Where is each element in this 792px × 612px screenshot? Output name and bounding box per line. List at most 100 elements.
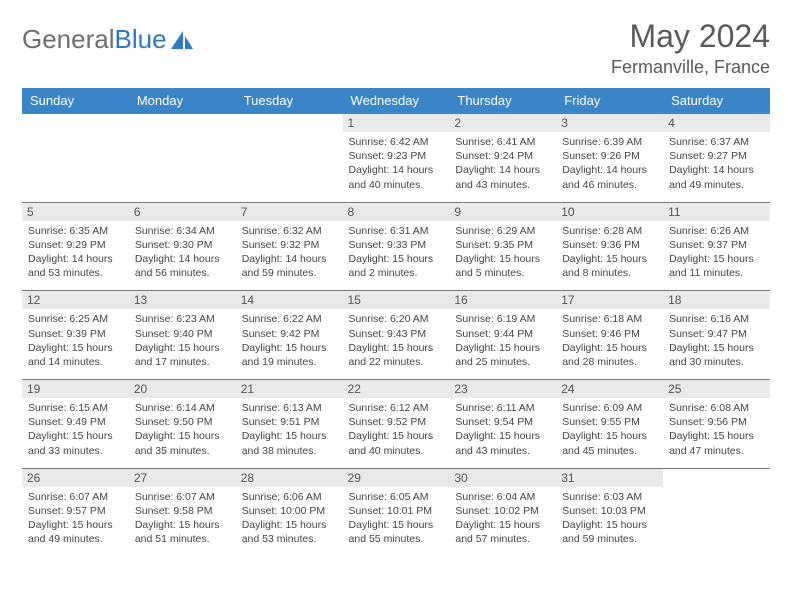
calendar-cell: 28 Sunrise: 6:06 AMSunset: 10:00 PMDaylig… bbox=[236, 468, 343, 556]
day-number: 26 bbox=[22, 469, 129, 487]
day-number: 16 bbox=[449, 291, 556, 309]
calendar-cell: 18 Sunrise: 6:16 AMSunset: 9:47 PMDayligh… bbox=[663, 291, 770, 380]
calendar-cell: 10 Sunrise: 6:28 AMSunset: 9:36 PMDayligh… bbox=[556, 202, 663, 291]
calendar-cell: 19Sunrise: 6:15 AMSunset: 9:49 PMDayligh… bbox=[22, 380, 129, 469]
day-info: Sunrise: 6:25 AMSunset: 9:39 PMDaylight:… bbox=[28, 312, 123, 369]
location: Fermanville, France bbox=[611, 57, 770, 78]
day-number: 8 bbox=[343, 203, 450, 221]
day-number: 25 bbox=[663, 380, 770, 398]
day-number: 29 bbox=[343, 469, 450, 487]
calendar-cell: 3 Sunrise: 6:39 AMSunset: 9:26 PMDaylight… bbox=[556, 114, 663, 203]
calendar-table: SundayMondayTuesdayWednesdayThursdayFrid… bbox=[22, 88, 770, 556]
day-number: 17 bbox=[556, 291, 663, 309]
day-info: Sunrise: 6:07 AMSunset: 9:57 PMDaylight:… bbox=[28, 490, 123, 547]
day-number: 28 bbox=[236, 469, 343, 487]
day-info: Sunrise: 6:20 AMSunset: 9:43 PMDaylight:… bbox=[349, 312, 444, 369]
calendar-cell: 30Sunrise: 6:04 AMSunset: 10:02 PMDaylig… bbox=[449, 468, 556, 556]
calendar-row: 1 Sunrise: 6:42 AMSunset: 9:23 PMDaylight… bbox=[22, 114, 770, 203]
day-number: 2 bbox=[449, 114, 556, 132]
calendar-cell: 11 Sunrise: 6:26 AMSunset: 9:37 PMDayligh… bbox=[663, 202, 770, 291]
calendar-cell: 24 Sunrise: 6:09 AMSunset: 9:55 PMDayligh… bbox=[556, 380, 663, 469]
day-header: Wednesday bbox=[343, 88, 450, 114]
day-info: Sunrise: 6:23 AMSunset: 9:40 PMDaylight:… bbox=[135, 312, 230, 369]
sail-icon bbox=[169, 29, 195, 51]
day-header: Tuesday bbox=[236, 88, 343, 114]
calendar-cell: 21 Sunrise: 6:13 AMSunset: 9:51 PMDayligh… bbox=[236, 380, 343, 469]
calendar-cell bbox=[22, 114, 129, 203]
day-info: Sunrise: 6:32 AMSunset: 9:32 PMDaylight:… bbox=[242, 224, 337, 281]
day-number: 24 bbox=[556, 380, 663, 398]
day-header: Monday bbox=[129, 88, 236, 114]
day-number: 23 bbox=[449, 380, 556, 398]
day-number: 10 bbox=[556, 203, 663, 221]
calendar-cell: 20 Sunrise: 6:14 AMSunset: 9:50 PMDayligh… bbox=[129, 380, 236, 469]
calendar-cell: 29 Sunrise: 6:05 AMSunset: 10:01 PMDaylig… bbox=[343, 468, 450, 556]
day-number: 1 bbox=[343, 114, 450, 132]
day-header: Saturday bbox=[663, 88, 770, 114]
day-header-row: SundayMondayTuesdayWednesdayThursdayFrid… bbox=[22, 88, 770, 114]
day-info: Sunrise: 6:06 AMSunset: 10:00 PMDaylight… bbox=[242, 490, 337, 547]
day-header: Thursday bbox=[449, 88, 556, 114]
day-number: 9 bbox=[449, 203, 556, 221]
day-number: 20 bbox=[129, 380, 236, 398]
calendar-cell: 5Sunrise: 6:35 AMSunset: 9:29 PMDaylight… bbox=[22, 202, 129, 291]
day-number: 31 bbox=[556, 469, 663, 487]
day-info: Sunrise: 6:18 AMSunset: 9:46 PMDaylight:… bbox=[562, 312, 657, 369]
month-title: May 2024 bbox=[611, 18, 770, 55]
day-header: Friday bbox=[556, 88, 663, 114]
day-info: Sunrise: 6:22 AMSunset: 9:42 PMDaylight:… bbox=[242, 312, 337, 369]
day-info: Sunrise: 6:08 AMSunset: 9:56 PMDaylight:… bbox=[669, 401, 764, 458]
brand-logo: GeneralBlue bbox=[22, 24, 195, 55]
day-info: Sunrise: 6:07 AMSunset: 9:58 PMDaylight:… bbox=[135, 490, 230, 547]
calendar-row: 12 Sunrise: 6:25 AMSunset: 9:39 PMDayligh… bbox=[22, 291, 770, 380]
day-number: 30 bbox=[449, 469, 556, 487]
day-info: Sunrise: 6:37 AMSunset: 9:27 PMDaylight:… bbox=[669, 135, 764, 192]
day-info: Sunrise: 6:13 AMSunset: 9:51 PMDaylight:… bbox=[242, 401, 337, 458]
day-info: Sunrise: 6:14 AMSunset: 9:50 PMDaylight:… bbox=[135, 401, 230, 458]
day-info: Sunrise: 6:19 AMSunset: 9:44 PMDaylight:… bbox=[455, 312, 550, 369]
calendar-cell: 2 Sunrise: 6:41 AMSunset: 9:24 PMDaylight… bbox=[449, 114, 556, 203]
title-block: May 2024 Fermanville, France bbox=[611, 18, 770, 78]
day-info: Sunrise: 6:28 AMSunset: 9:36 PMDaylight:… bbox=[562, 224, 657, 281]
day-info: Sunrise: 6:34 AMSunset: 9:30 PMDaylight:… bbox=[135, 224, 230, 281]
header: GeneralBlue May 2024 Fermanville, France bbox=[22, 18, 770, 78]
day-info: Sunrise: 6:26 AMSunset: 9:37 PMDaylight:… bbox=[669, 224, 764, 281]
calendar-cell: 22Sunrise: 6:12 AMSunset: 9:52 PMDayligh… bbox=[343, 380, 450, 469]
day-number: 19 bbox=[22, 380, 129, 398]
day-number: 12 bbox=[22, 291, 129, 309]
day-number: 11 bbox=[663, 203, 770, 221]
day-info: Sunrise: 6:03 AMSunset: 10:03 PMDaylight… bbox=[562, 490, 657, 547]
calendar-cell bbox=[129, 114, 236, 203]
day-info: Sunrise: 6:39 AMSunset: 9:26 PMDaylight:… bbox=[562, 135, 657, 192]
calendar-cell: 16 Sunrise: 6:19 AMSunset: 9:44 PMDayligh… bbox=[449, 291, 556, 380]
day-number: 15 bbox=[343, 291, 450, 309]
day-number: 22 bbox=[343, 380, 450, 398]
calendar-cell: 31 Sunrise: 6:03 AMSunset: 10:03 PMDaylig… bbox=[556, 468, 663, 556]
calendar-cell: 15 Sunrise: 6:20 AMSunset: 9:43 PMDayligh… bbox=[343, 291, 450, 380]
day-number: 21 bbox=[236, 380, 343, 398]
day-info: Sunrise: 6:41 AMSunset: 9:24 PMDaylight:… bbox=[455, 135, 550, 192]
day-number: 18 bbox=[663, 291, 770, 309]
day-info: Sunrise: 6:16 AMSunset: 9:47 PMDaylight:… bbox=[669, 312, 764, 369]
calendar-cell: 6Sunrise: 6:34 AMSunset: 9:30 PMDaylight… bbox=[129, 202, 236, 291]
calendar-cell bbox=[236, 114, 343, 203]
calendar-cell: 23Sunrise: 6:11 AMSunset: 9:54 PMDayligh… bbox=[449, 380, 556, 469]
day-header: Sunday bbox=[22, 88, 129, 114]
day-info: Sunrise: 6:31 AMSunset: 9:33 PMDaylight:… bbox=[349, 224, 444, 281]
day-number: 4 bbox=[663, 114, 770, 132]
day-info: Sunrise: 6:05 AMSunset: 10:01 PMDaylight… bbox=[349, 490, 444, 547]
day-info: Sunrise: 6:09 AMSunset: 9:55 PMDaylight:… bbox=[562, 401, 657, 458]
calendar-cell: 13 Sunrise: 6:23 AMSunset: 9:40 PMDayligh… bbox=[129, 291, 236, 380]
calendar-cell: 8 Sunrise: 6:31 AMSunset: 9:33 PMDaylight… bbox=[343, 202, 450, 291]
calendar-row: 26 Sunrise: 6:07 AMSunset: 9:57 PMDayligh… bbox=[22, 468, 770, 556]
day-number: 5 bbox=[22, 203, 129, 221]
calendar-cell bbox=[663, 468, 770, 556]
day-info: Sunrise: 6:29 AMSunset: 9:35 PMDaylight:… bbox=[455, 224, 550, 281]
day-number: 13 bbox=[129, 291, 236, 309]
calendar-cell: 4 Sunrise: 6:37 AMSunset: 9:27 PMDaylight… bbox=[663, 114, 770, 203]
day-number: 3 bbox=[556, 114, 663, 132]
calendar-cell: 14Sunrise: 6:22 AMSunset: 9:42 PMDayligh… bbox=[236, 291, 343, 380]
calendar-row: 19Sunrise: 6:15 AMSunset: 9:49 PMDayligh… bbox=[22, 380, 770, 469]
day-info: Sunrise: 6:42 AMSunset: 9:23 PMDaylight:… bbox=[349, 135, 444, 192]
day-number: 7 bbox=[236, 203, 343, 221]
